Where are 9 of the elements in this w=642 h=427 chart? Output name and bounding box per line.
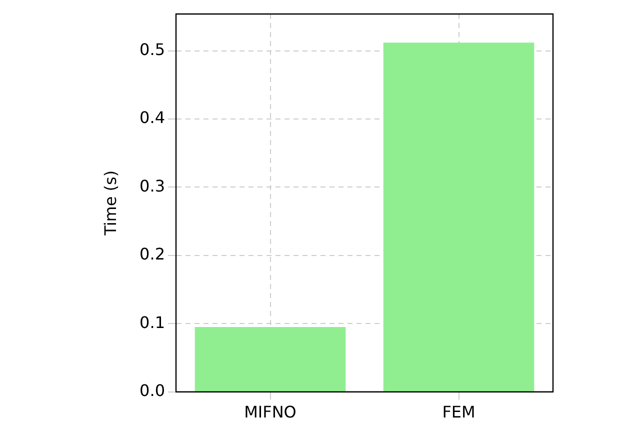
y-tick-label: 0.4 [140, 108, 165, 128]
y-tick-label: 0.3 [140, 176, 165, 196]
x-tick-label: FEM [442, 402, 476, 422]
y-axis-title: Time (s) [100, 170, 120, 236]
y-tick-label: 0.5 [140, 40, 165, 59]
y-tick-label: 0.2 [140, 244, 165, 264]
y-tick-label: 0.1 [140, 312, 165, 332]
x-tick-label: MIFNO [244, 402, 296, 422]
y-tick-label: 0.0 [140, 380, 165, 400]
